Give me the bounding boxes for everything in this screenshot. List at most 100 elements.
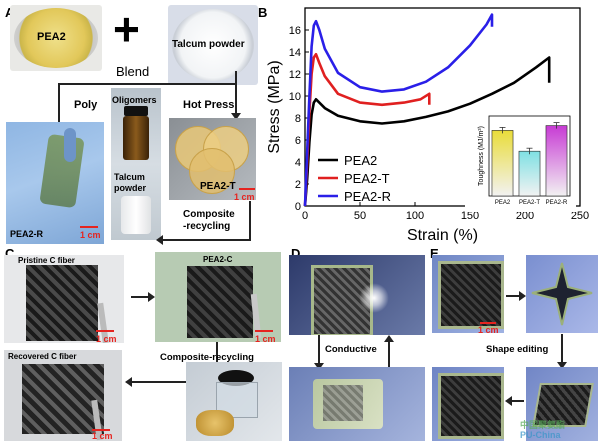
recycle-arrow-vline: [249, 201, 251, 240]
d-arrow-down: [318, 335, 320, 365]
e-arrow-right-line: [506, 295, 520, 297]
series-line-pea2: [303, 56, 551, 207]
y-tick-label: 10: [289, 91, 301, 103]
x-tick-label: 50: [354, 210, 366, 222]
recovered-label: Recovered C fiber: [8, 352, 77, 361]
panel-label-e: E: [430, 246, 439, 261]
watermark-line2: PU-China: [520, 430, 561, 440]
x-tick-label: 150: [461, 210, 479, 222]
e-arrow-right-head: [519, 291, 526, 301]
y-tick-label: 12: [289, 69, 301, 81]
c-arrow-head: [148, 292, 155, 302]
plot-frame: [304, 7, 581, 207]
y-tick-label: 0: [295, 201, 301, 213]
d-arrow-up: [388, 340, 390, 368]
pea2-t-label: PEA2-T: [200, 181, 236, 192]
box-shape-photo: [526, 367, 598, 441]
toughness-bar: [545, 125, 568, 197]
y-tick-label: 8: [295, 113, 301, 125]
bent-sheet-photo: [289, 367, 425, 441]
panel-label-c: C: [5, 246, 15, 261]
pristine-label: Pristine C fiber: [18, 256, 75, 265]
c-split-head-left: [125, 377, 132, 387]
inset-category-label: PEA2-T: [519, 200, 540, 206]
legend-label: PEA2: [344, 153, 377, 168]
d-arrow-up-head: [384, 335, 394, 342]
y-tick-label: 2: [295, 179, 301, 191]
x-tick-label: 200: [516, 210, 534, 222]
pea2-r-label: PEA2-R: [10, 229, 44, 239]
toughness-bar: [491, 130, 514, 197]
inset-category-label: PEA2-R: [546, 200, 568, 206]
poly-label: Poly: [74, 99, 98, 111]
oligomers-label: Oligomers: [112, 95, 157, 105]
pristine-fiber-photo: [4, 255, 124, 343]
scale-label: 1 cm: [255, 334, 276, 344]
y-tick-label: 6: [295, 135, 301, 147]
scale-label: 1 cm: [478, 325, 499, 335]
legend-label: PEA2-T: [344, 171, 390, 186]
composite-recycling-c-label: Composite-recycling: [160, 352, 254, 363]
conductive-label: Conductive: [325, 344, 377, 355]
conductive-led-photo: [289, 255, 425, 335]
pea2-bowl-photo: PEA2: [10, 5, 102, 71]
talcum-label: Talcum powder: [172, 39, 245, 50]
scale-label: 1 cm: [92, 431, 113, 441]
blend-connector: [58, 83, 236, 85]
pea2-c-label: PEA2-C: [203, 255, 233, 264]
inset-y-label: Toughness (MJ/m³): [478, 126, 485, 186]
y-tick-label: 16: [289, 25, 301, 37]
inset-category-label: PEA2: [495, 200, 511, 206]
pea2-t-discs-photo: [169, 118, 256, 200]
c-arrow-line: [131, 296, 149, 298]
y-tick-label: 14: [289, 47, 301, 59]
e-arrow-left-head: [505, 396, 512, 406]
scale-bar: [80, 226, 98, 228]
x-axis-label: Strain (%): [407, 227, 478, 244]
toughness-bar: [518, 150, 541, 197]
series-line-pea2-r: [303, 13, 494, 207]
panel-label-a: A: [5, 6, 14, 19]
star-shape-photo: [526, 255, 598, 333]
scale-label: 1 cm: [234, 192, 255, 202]
panel-label-d: D: [291, 246, 301, 261]
pea2-label: PEA2: [37, 31, 66, 43]
e-arrow-down-line: [561, 334, 563, 364]
restored-sheet-photo: [432, 367, 504, 441]
y-axis-label: Stress (MPa): [266, 60, 283, 153]
plus-sign: +: [113, 3, 140, 55]
composite-recycling-label: Composite -recycling: [183, 209, 235, 232]
e-arrow-left-line: [510, 400, 524, 402]
scale-bar: [480, 322, 496, 324]
scale-bar: [96, 330, 114, 332]
scale-bar: [255, 330, 273, 332]
shape-editing-label: Shape editing: [486, 344, 549, 355]
panel-label-b: B: [258, 5, 268, 20]
scale-label: 1 cm: [96, 334, 117, 344]
c-split-line: [130, 381, 218, 383]
d-arrow-down-head: [314, 363, 324, 370]
watermark: 中国聚氨酯 PU-China: [520, 420, 565, 440]
hot-press-label: Hot Press: [183, 99, 235, 111]
hotpress-arrow-line: [235, 71, 237, 115]
legend-label: PEA2-R: [344, 189, 391, 204]
pea2-r-glove-photo: [6, 122, 104, 244]
recycle-arrow-head: [156, 235, 163, 245]
scale-bar: [92, 429, 110, 431]
x-tick-label: 250: [571, 210, 589, 222]
oligomers-vial-photo: [111, 88, 161, 240]
e-arrow-down-head: [557, 362, 567, 369]
recovered-fiber-photo: [4, 350, 122, 441]
scale-bar: [239, 188, 255, 190]
x-tick-label: 0: [302, 210, 308, 222]
scale-label: 1 cm: [80, 230, 101, 240]
x-tick-label: 100: [406, 210, 424, 222]
talcum-vial-label: Talcum powder: [114, 172, 147, 193]
hotpress-arrow-head: [231, 113, 241, 120]
stress-strain-chart: 0 50 100 150 200 250 0 2 4 6 8 10 12 14 16 Strain (%) St…: [266, 7, 589, 244]
flat-composite-photo: [432, 255, 504, 333]
y-tick-label: 4: [295, 157, 301, 169]
talcum-dish-photo: Talcum powder: [168, 5, 258, 85]
poly-arrow-line: [58, 83, 60, 125]
pea2-c-photo: [155, 252, 281, 342]
